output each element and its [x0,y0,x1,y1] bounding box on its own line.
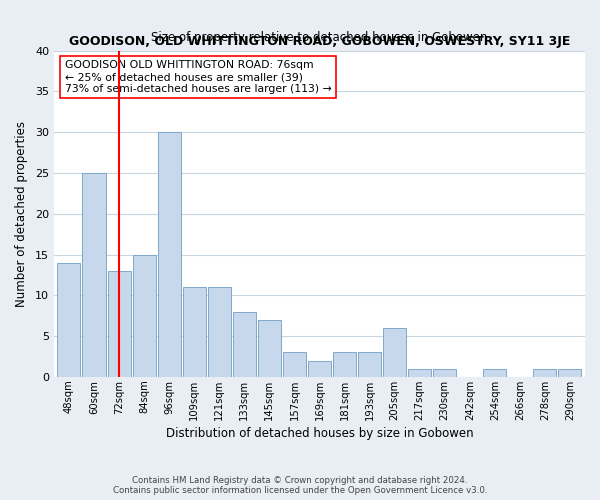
Y-axis label: Number of detached properties: Number of detached properties [15,121,28,307]
X-axis label: Distribution of detached houses by size in Gobowen: Distribution of detached houses by size … [166,427,473,440]
Bar [333,352,356,377]
Bar [408,368,431,377]
Text: Contains HM Land Registry data © Crown copyright and database right 2024.
Contai: Contains HM Land Registry data © Crown c… [113,476,487,495]
Bar [483,368,506,377]
Bar [559,368,581,377]
Bar [133,254,155,377]
Text: GOODISON OLD WHITTINGTON ROAD: 76sqm
← 25% of detached houses are smaller (39)
7: GOODISON OLD WHITTINGTON ROAD: 76sqm ← 2… [65,60,331,94]
Bar [107,271,131,377]
Bar [258,320,281,377]
Bar [383,328,406,377]
Bar [233,312,256,377]
Bar [358,352,381,377]
Bar [308,360,331,377]
Bar [158,132,181,377]
Bar [283,352,306,377]
Bar [182,287,206,377]
Bar [533,368,556,377]
Bar [58,262,80,377]
Title: GOODISON, OLD WHITTINGTON ROAD, GOBOWEN, OSWESTRY, SY11 3JE: GOODISON, OLD WHITTINGTON ROAD, GOBOWEN,… [69,35,570,48]
Bar [433,368,456,377]
Bar [208,287,231,377]
Bar [82,173,106,377]
Text: Size of property relative to detached houses in Gobowen: Size of property relative to detached ho… [151,31,488,44]
